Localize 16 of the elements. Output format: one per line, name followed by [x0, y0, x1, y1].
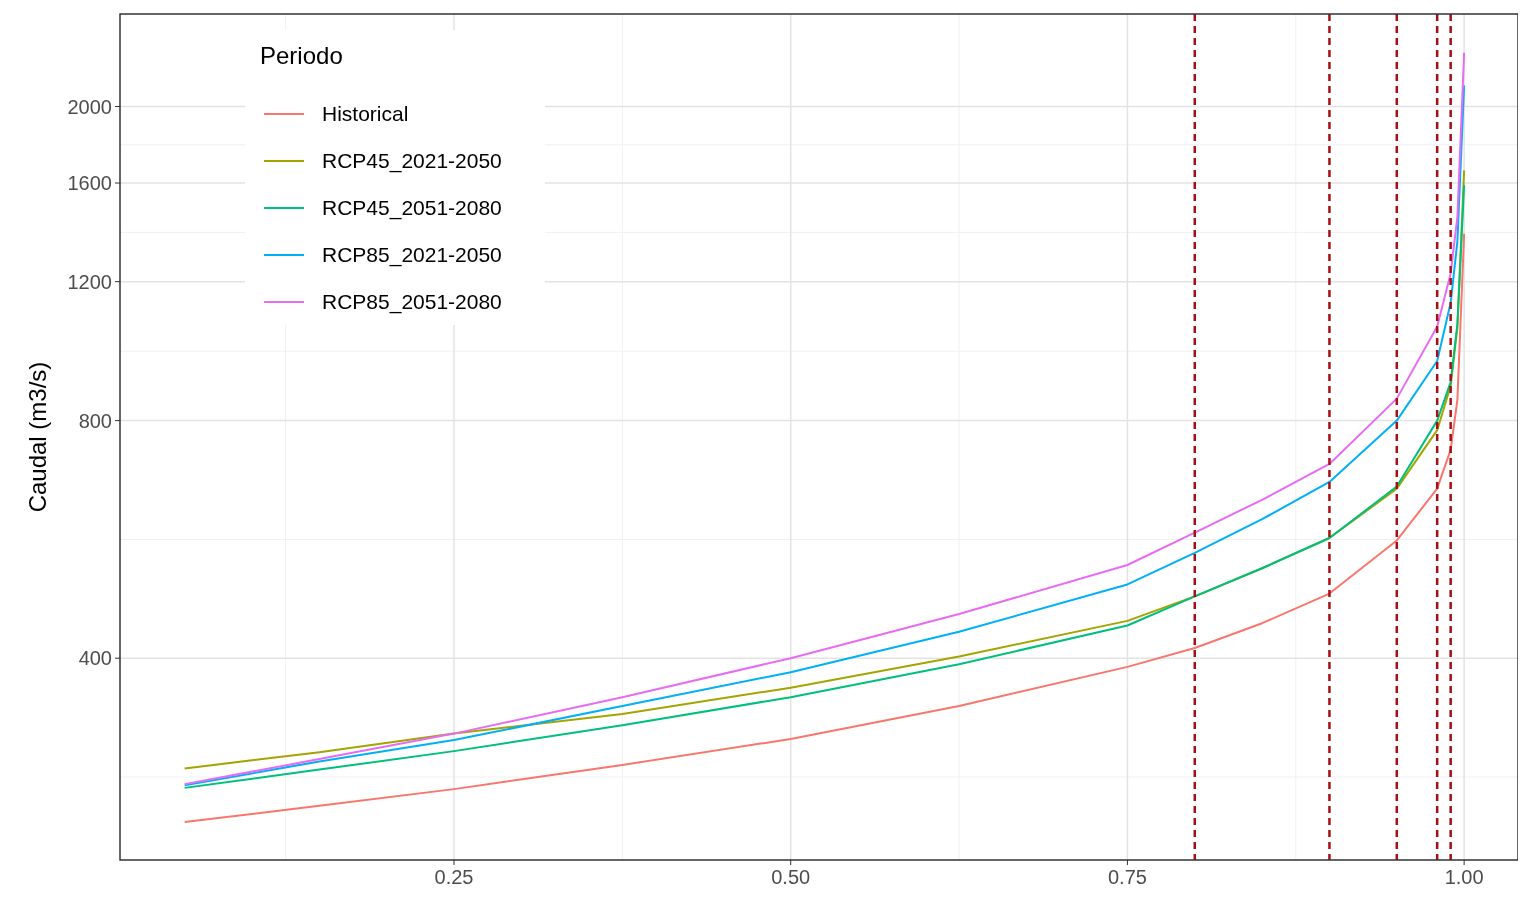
- legend-title: Periodo: [260, 42, 343, 69]
- legend-label: RCP45_2051-2080: [322, 196, 502, 221]
- legend-label: RCP45_2021-2050: [322, 149, 502, 174]
- legend-label: RCP85_2021-2050: [322, 243, 502, 268]
- y-tick-label: 1600: [67, 172, 112, 195]
- y-tick-label: 400: [78, 647, 112, 670]
- y-tick-label: 800: [78, 409, 112, 432]
- x-tick-label: 0.75: [1107, 866, 1147, 888]
- y-tick-label: 1200: [67, 270, 112, 293]
- x-tick-label: 0.25: [434, 866, 474, 888]
- x-tick-label: 1.00: [1444, 866, 1484, 888]
- x-tick-label: 0.50: [771, 866, 811, 888]
- legend-label: Historical: [322, 102, 409, 126]
- legend-label: RCP85_2051-2080: [322, 290, 502, 315]
- y-tick-label: 2000: [67, 95, 112, 118]
- y-axis-title: Caudal (m3/s): [24, 361, 51, 513]
